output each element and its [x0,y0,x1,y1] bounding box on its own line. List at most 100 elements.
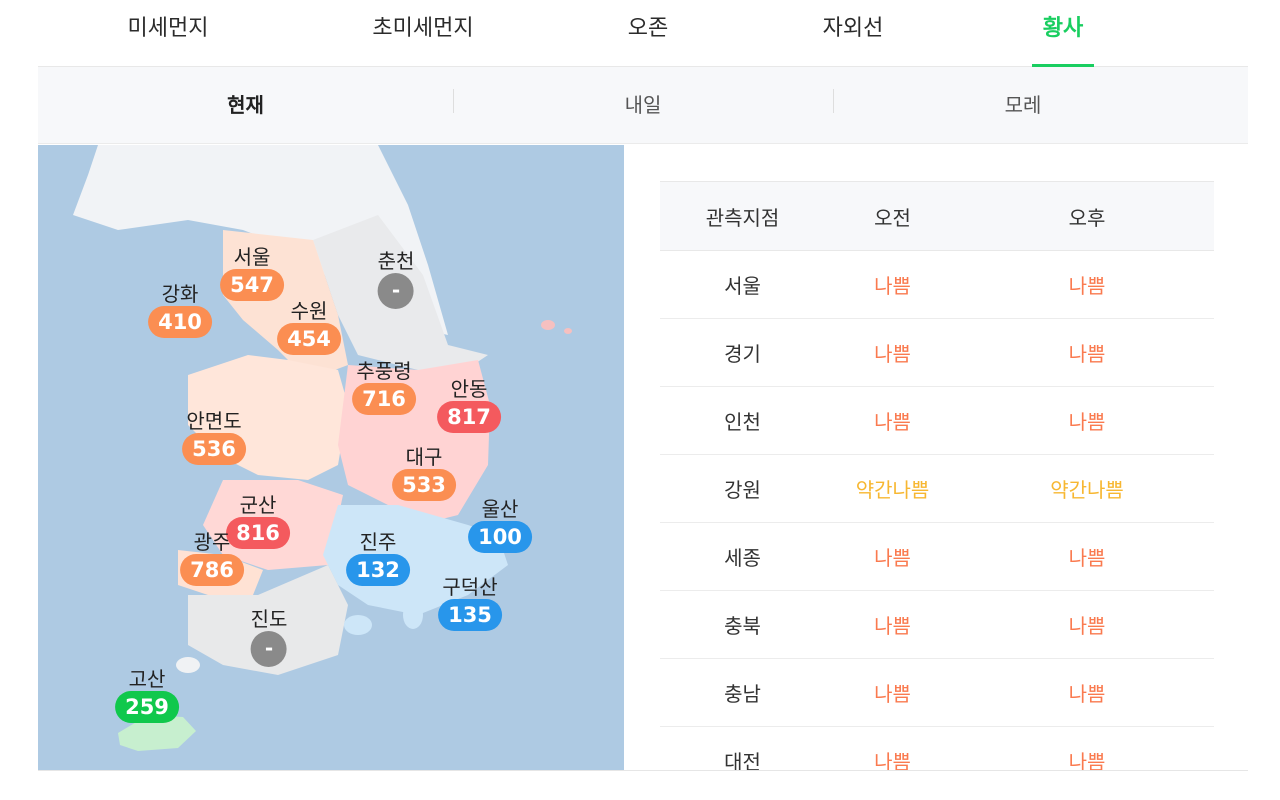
dust-value-badge: 533 [392,469,456,501]
city-gunsan[interactable]: 군산 816 [226,493,290,549]
dust-value-badge: - [378,273,414,309]
korea-map-shape [73,145,572,751]
divider [833,89,834,113]
city-name: 광주 [193,530,231,554]
header-morning: 오전 [874,205,911,230]
table-row: 충북 나쁨 나쁨 [660,591,1214,659]
dust-value-badge: 132 [346,554,410,586]
header-station: 관측지점 [705,205,780,230]
city-name: 수원 [290,299,328,323]
afternoon-level: 나쁨 [1068,750,1106,774]
tab-label: 황사 [1042,16,1084,41]
subtab-now[interactable]: 현재 [227,93,264,117]
city-gudeoksan[interactable]: 구덕산 135 [438,575,502,631]
table-row: 경기 나쁨 나쁨 [660,319,1214,387]
city-name: 군산 [239,493,277,517]
dust-value-badge: 100 [468,521,532,553]
city-ulsan[interactable]: 울산 100 [468,497,532,553]
city-name: 대구 [405,445,443,469]
dust-value-badge: 816 [226,517,290,549]
city-name: 진주 [359,530,397,554]
city-name: 구덕산 [442,575,498,599]
afternoon-level: 나쁨 [1068,410,1106,434]
bottom-divider [38,770,1248,771]
table-header: 관측지점 오전 오후 [660,181,1214,251]
subtab-tomorrow[interactable]: 내일 [624,93,662,117]
city-gwangju[interactable]: 광주 786 [180,530,244,586]
divider [453,89,454,113]
morning-level: 나쁨 [874,682,911,706]
dust-value-badge: - [251,631,287,667]
dust-value-badge: 786 [180,554,244,586]
subtab-day-after-tomorrow[interactable]: 모레 [1004,93,1042,117]
tab-label: 오존 [627,16,669,41]
city-name: 안동 [450,377,488,401]
city-gosan[interactable]: 고산 259 [115,667,179,723]
city-suwon[interactable]: 수원 454 [277,299,341,355]
afternoon-level: 나쁨 [1068,546,1106,570]
city-chupungnyeong[interactable]: 추풍령 716 [352,359,416,415]
dust-value-badge: 536 [182,433,246,465]
afternoon-level: 나쁨 [1068,614,1106,638]
city-ganghwa[interactable]: 강화 410 [148,282,212,338]
city-jindo[interactable]: 진도 - [251,607,287,667]
afternoon-level: 나쁨 [1068,274,1106,298]
station-name: 서울 [724,274,761,298]
tab-fine-dust[interactable]: 미세먼지 [98,10,238,66]
morning-level: 나쁨 [874,274,911,298]
dust-value-badge: 547 [220,269,284,301]
afternoon-level: 나쁨 [1068,682,1106,706]
table-row: 충남 나쁨 나쁨 [660,659,1214,727]
day-tab-bar: 현재 내일 모레 [38,67,1248,144]
header-afternoon: 오후 [1068,205,1106,230]
tab-label: 자외선 [822,16,884,41]
afternoon-level: 나쁨 [1068,342,1106,366]
table-row: 서울 나쁨 나쁨 [660,251,1214,319]
korea-dust-map: 서울 547 춘천 - 강화 410 수원 454 추풍령 716 안동 817… [38,145,624,770]
station-name: 강원 [724,478,761,502]
tab-ozone[interactable]: 오존 [598,10,698,66]
tab-ultrafine-dust[interactable]: 초미세먼지 [343,10,503,66]
city-daegu[interactable]: 대구 533 [392,445,456,501]
station-name: 인천 [724,410,761,434]
table-row: 인천 나쁨 나쁨 [660,387,1214,455]
dust-value-badge: 716 [352,383,416,415]
tab-label: 미세먼지 [127,16,209,41]
city-seoul[interactable]: 서울 547 [220,245,284,301]
morning-level: 나쁨 [874,614,911,638]
tab-yellow-dust[interactable]: 황사 [1032,10,1094,67]
city-andong[interactable]: 안동 817 [437,377,501,433]
dust-value-badge: 817 [437,401,501,433]
city-name: 춘천 [377,249,415,273]
city-anmyeondo[interactable]: 안면도 536 [182,409,246,465]
city-chuncheon[interactable]: 춘천 - [377,249,415,309]
dust-value-badge: 410 [148,306,212,338]
morning-level: 나쁨 [874,546,911,570]
tab-label: 초미세먼지 [372,16,474,41]
city-name: 추풍령 [356,359,412,383]
city-name: 안면도 [186,409,242,433]
dust-value-badge: 135 [438,599,502,631]
active-tab-underline [1032,64,1094,67]
station-forecast-table: 관측지점 오전 오후 서울 나쁨 나쁨 경기 나쁨 나쁨 인천 나쁨 나쁨 강원… [660,181,1214,782]
city-name: 고산 [128,667,166,691]
dust-value-badge: 454 [277,323,341,355]
morning-level: 나쁨 [874,410,911,434]
afternoon-level: 약간나쁨 [1050,478,1124,502]
station-name: 경기 [724,342,761,366]
dust-value-badge: 259 [115,691,179,723]
station-name: 대전 [724,750,761,774]
city-name: 강화 [161,282,199,306]
tab-uv[interactable]: 자외선 [798,10,908,66]
morning-level: 나쁨 [874,750,911,774]
city-name: 서울 [233,245,271,269]
morning-level: 약간나쁨 [855,478,930,502]
main-tab-bar: 미세먼지 초미세먼지 오존 자외선 황사 [38,0,1248,67]
table-row: 대전 나쁨 나쁨 [660,727,1214,782]
table-row: 강원 약간나쁨 약간나쁨 [660,455,1214,523]
station-name: 세종 [724,546,761,570]
station-name: 충북 [724,614,761,638]
table-row: 세종 나쁨 나쁨 [660,523,1214,591]
station-name: 충남 [724,682,761,706]
city-jinju[interactable]: 진주 132 [346,530,410,586]
